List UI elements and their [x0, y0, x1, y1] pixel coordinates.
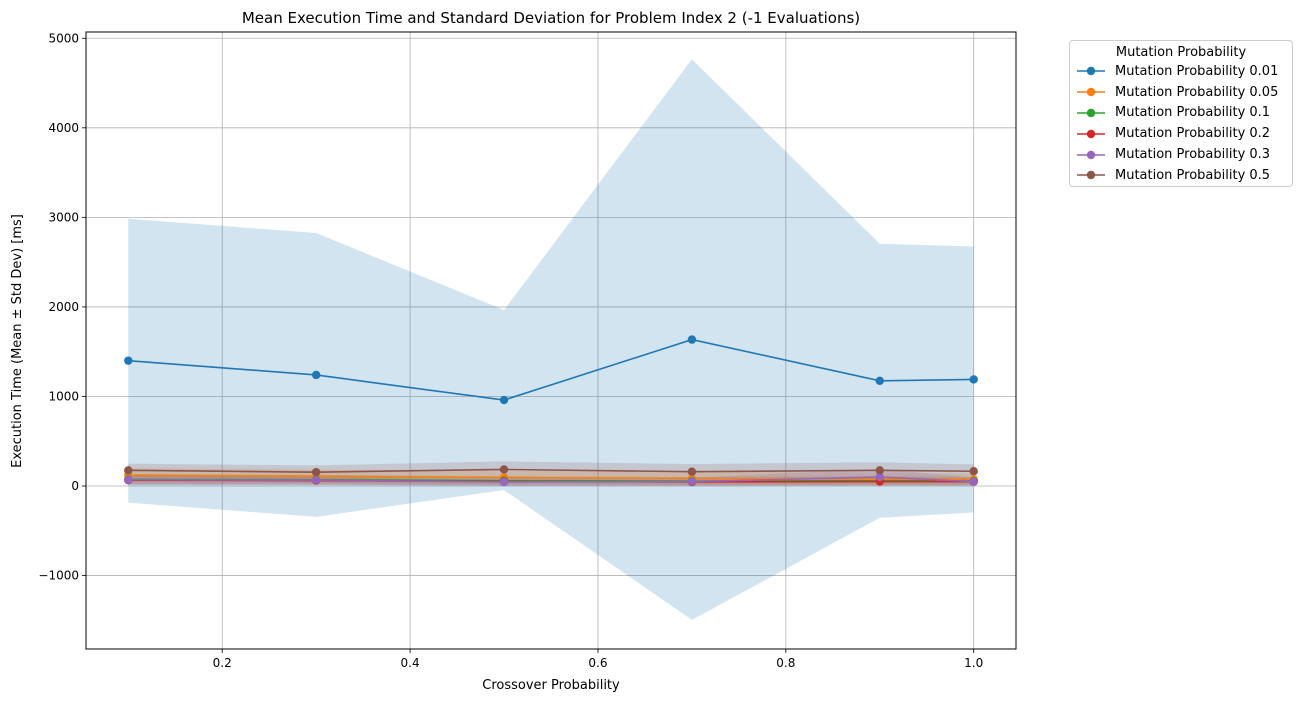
legend-swatch — [1077, 171, 1105, 180]
legend-swatch — [1077, 67, 1105, 76]
series-line-0 — [128, 338, 974, 401]
x-tick-label: 0.4 — [401, 656, 420, 670]
legend-label: Mutation Probability 0.01 — [1115, 63, 1279, 79]
data-point — [969, 375, 978, 384]
legend-item: Mutation Probability 0.1 — [1070, 103, 1292, 124]
legend-label: Mutation Probability 0.05 — [1115, 84, 1279, 100]
legend-item: Mutation Probability 0.3 — [1070, 144, 1292, 165]
y-tick-label: 4000 — [48, 121, 79, 135]
legend-label: Mutation Probability 0.3 — [1115, 147, 1271, 163]
series-line-5 — [128, 468, 974, 473]
y-axis-label: Execution Time (Mean ± Std Dev) [ms] — [10, 214, 25, 468]
data-point — [311, 475, 321, 485]
x-axis-label: Crossover Probability — [482, 678, 620, 693]
data-point — [311, 467, 321, 477]
y-tick-label: 3000 — [48, 210, 79, 224]
data-point — [124, 466, 133, 475]
series-line-4 — [128, 476, 974, 483]
data-point — [687, 335, 697, 344]
y-tick-label: 5000 — [48, 31, 79, 45]
legend-label: Mutation Probability 0.2 — [1115, 126, 1271, 142]
legend-swatch — [1077, 108, 1105, 118]
series-line-1 — [128, 474, 974, 481]
y-tick-label: 1000 — [48, 389, 79, 403]
data-point — [499, 395, 509, 405]
data-point — [499, 477, 509, 487]
legend-label: Mutation Probability 0.5 — [1115, 167, 1271, 183]
data-point — [124, 356, 133, 365]
plot-frame — [85, 31, 1017, 650]
data-point — [969, 467, 978, 476]
std-band-0 — [128, 59, 974, 620]
x-tick-label: 1.0 — [964, 656, 983, 670]
x-tick-label: 0.6 — [588, 656, 607, 670]
y-tick-label: 0 — [71, 479, 79, 493]
legend-swatch — [1077, 87, 1105, 97]
data-point — [969, 477, 978, 486]
x-tick-label: 0.8 — [776, 656, 795, 670]
chart-title: Mean Execution Time and Standard Deviati… — [242, 9, 860, 27]
legend-item: Mutation Probability 0.2 — [1070, 123, 1292, 144]
legend-swatch — [1077, 150, 1105, 159]
legend-item: Mutation Probability 0.5 — [1070, 165, 1292, 186]
data-point — [687, 477, 697, 486]
data-point — [687, 467, 697, 476]
y-tick-label: 2000 — [48, 300, 79, 314]
legend-title: Mutation Probability — [1115, 45, 1247, 60]
data-point — [311, 370, 321, 380]
data-point — [124, 475, 133, 484]
y-tick-label: −1000 — [38, 569, 79, 583]
data-point — [875, 466, 884, 475]
legend: Mutation Probability Mutation Probabilit… — [1069, 40, 1293, 187]
x-tick-label: 0.2 — [213, 656, 232, 670]
legend-swatch — [1077, 129, 1105, 138]
data-point — [499, 465, 509, 474]
legend-label: Mutation Probability 0.1 — [1115, 105, 1271, 121]
legend-item: Mutation Probability 0.05 — [1070, 82, 1292, 103]
data-point — [875, 472, 884, 482]
legend-item: Mutation Probability 0.01 — [1070, 61, 1292, 82]
data-point — [875, 376, 884, 385]
